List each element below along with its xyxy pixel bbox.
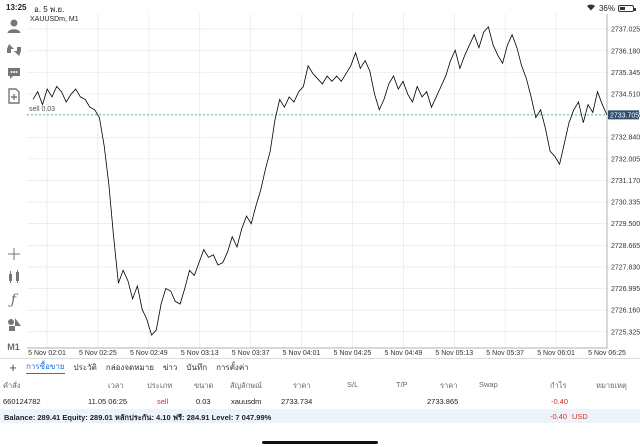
order-volume: 0.03 [196, 397, 211, 406]
status-time: 13:25 [6, 3, 27, 12]
current-price-tag [608, 110, 639, 120]
header-type: ประเภท [147, 381, 173, 390]
add-icon[interactable]: + [9, 359, 17, 375]
header-profit: กำไร [550, 381, 567, 390]
orders-header: คำสั่ง เวลา ประเภท ขนาด สัญลักษณ์ ราคา S… [0, 377, 640, 391]
y-tick-label: 2731.170 [611, 178, 640, 185]
order-open-price: 2733.734 [281, 397, 313, 406]
terminal-tabs: + การซื้อขาย ประวัติ กล่องจดหมาย ข่าว บั… [0, 358, 640, 375]
y-tick-label: 2737.025 [611, 26, 640, 33]
current-price-value: 2733.705 [610, 112, 639, 119]
header-symbol: สัญลักษณ์ [230, 381, 263, 390]
x-tick-label: 5 Nov 02:49 [130, 350, 168, 356]
timeframe-button[interactable]: M1 [4, 337, 23, 356]
account-icon[interactable] [4, 16, 23, 35]
tab-mailbox[interactable]: กล่องจดหมาย [105, 362, 154, 372]
left-toolbar: ƒ M1 [0, 14, 27, 356]
header-swap: Swap [479, 380, 498, 389]
y-tick-label: 2735.345 [611, 70, 640, 77]
indicators-icon[interactable] [4, 267, 23, 286]
x-tick-label: 5 Nov 03:13 [181, 350, 219, 356]
order-type: sell [157, 397, 169, 406]
order-profit: -0.40 [551, 397, 569, 406]
x-tick-label: 5 Nov 05:37 [486, 350, 524, 356]
y-tick-label: 2726.160 [611, 308, 640, 315]
table-row[interactable]: 660124782 11.05 06:25 sell 0.03 xauusdm … [0, 394, 640, 408]
header-open-price: ราคา [293, 381, 311, 390]
y-tick-label: 2730.335 [611, 200, 640, 207]
y-tick-label: 2729.500 [611, 221, 640, 228]
function-icon[interactable]: ƒ [10, 291, 17, 308]
home-indicator [262, 441, 378, 444]
balance-summary: Balance: 289.41 Equity: 289.01 หลักประกั… [4, 413, 272, 422]
trade-arrows-icon[interactable] [4, 40, 23, 59]
order-current-price: 2733.865 [427, 397, 459, 406]
wifi-icon [586, 3, 596, 13]
x-tick-label: 5 Nov 04:49 [384, 350, 422, 356]
balance-row: Balance: 289.41 Equity: 289.01 หลักประกั… [0, 409, 640, 423]
tab-history[interactable]: ประวัติ [73, 362, 97, 372]
x-tick-label: 5 Nov 05:13 [435, 350, 473, 356]
open-position-label: sell 0.03 [29, 106, 56, 113]
x-tick-label: 5 Nov 06:25 [588, 350, 626, 356]
header-price: ราคา [440, 381, 458, 390]
header-tp: T/P [396, 380, 408, 389]
tab-news[interactable]: ข่าว [162, 362, 178, 372]
header-sl: S/L [347, 380, 359, 389]
chat-icon[interactable] [4, 63, 23, 82]
tab-trade[interactable]: การซื้อขาย [26, 360, 65, 374]
price-line-series [32, 26, 608, 336]
status-right: 36% [586, 3, 636, 13]
status-bar: 13:25 อ. 5 พ.ย. 36% [0, 0, 640, 14]
y-tick-label: 2736.180 [611, 48, 640, 55]
objects-icon[interactable] [4, 314, 23, 333]
y-tick-label: 2732.840 [611, 135, 640, 142]
battery-icon [618, 4, 636, 12]
order-ticket: 660124782 [3, 397, 41, 406]
tab-settings[interactable]: การตั้งค่า [216, 362, 249, 372]
tab-journal[interactable]: บันทึก [186, 362, 208, 372]
chart-area[interactable]: 2737.025 2736.180 2735.345 2734.510 2733.705… [27, 14, 640, 356]
order-symbol: xauusdm [231, 397, 262, 406]
balance-profit: -0.40 [550, 412, 568, 421]
x-tick-label: 5 Nov 04:01 [283, 350, 321, 356]
y-tick-label: 2725.325 [611, 329, 640, 336]
y-tick-label: 2734.510 [611, 92, 640, 99]
price-chart: 2737.025 2736.180 2735.345 2734.510 2733.705… [27, 14, 640, 356]
crosshair-icon[interactable] [4, 244, 23, 263]
balance-currency: USD [572, 412, 588, 421]
x-tick-label: 5 Nov 04:25 [334, 350, 372, 356]
y-tick-label: 2727.830 [611, 264, 640, 271]
timeframe-label: M1 [7, 341, 20, 352]
header-time: เวลา [108, 381, 124, 390]
header-volume: ขนาด [194, 381, 214, 390]
y-tick-label: 2728.665 [611, 243, 640, 250]
x-tick-label: 5 Nov 02:01 [28, 350, 66, 356]
battery-percent: 36% [598, 3, 615, 13]
chart-symbol-label: XAUUSDm, M1 [30, 16, 79, 23]
new-order-icon[interactable] [4, 86, 23, 105]
y-tick-label: 2726.995 [611, 286, 640, 293]
header-ticket: คำสั่ง [3, 381, 21, 390]
y-tick-label: 2732.005 [611, 156, 640, 163]
x-tick-label: 5 Nov 03:37 [232, 350, 270, 356]
order-time: 11.05 06:25 [88, 397, 128, 406]
status-date: อ. 5 พ.ย. [34, 5, 65, 14]
x-tick-label: 5 Nov 02:25 [79, 350, 117, 356]
header-comment: หมายเหตุ [596, 381, 627, 390]
x-tick-label: 5 Nov 06:01 [537, 350, 575, 356]
